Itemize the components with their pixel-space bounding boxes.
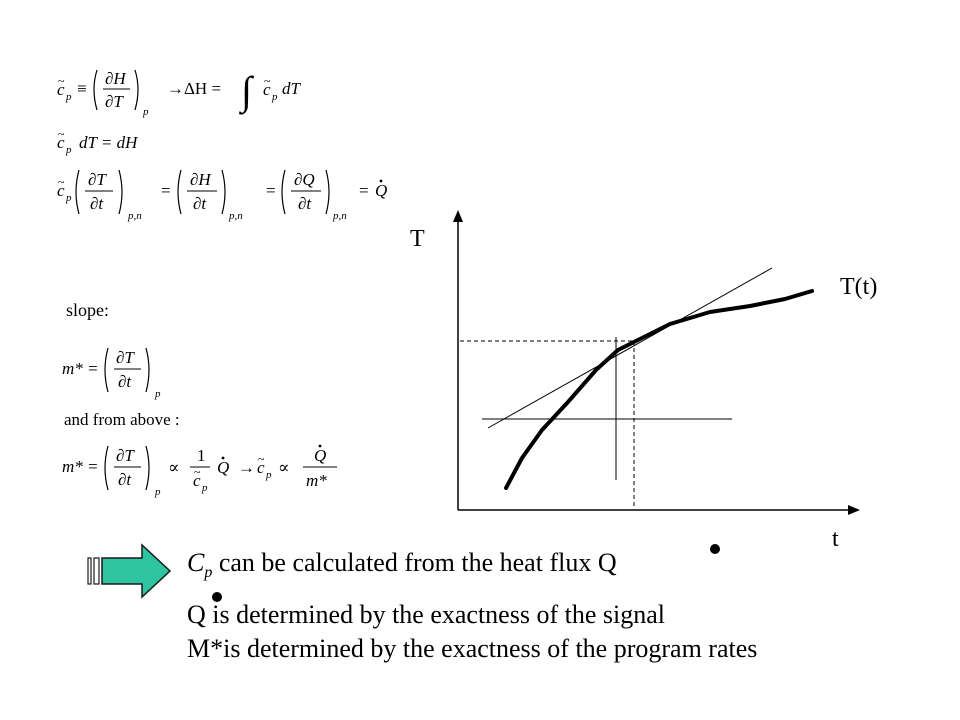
svg-text:∂Q: ∂Q (294, 170, 315, 189)
svg-text:∂T: ∂T (88, 170, 107, 189)
equation-cp-dT: c ~ p dT = dH (57, 128, 139, 156)
temperature-time-graph: T t T(t) (410, 210, 877, 552)
svg-text:∂t: ∂t (90, 194, 104, 213)
and-from-above-label: and from above : (64, 410, 180, 429)
svg-text:∂t: ∂t (118, 470, 132, 489)
svg-text:c: c (57, 133, 65, 152)
svg-text:p: p (271, 91, 278, 103)
svg-text:p: p (154, 486, 161, 498)
svg-text:p: p (65, 91, 72, 103)
slope-label: slope: (66, 300, 109, 320)
svg-text:dT = dH: dT = dH (79, 133, 139, 152)
svg-text:~: ~ (264, 74, 271, 88)
conclusion-line-1-text: can be calculated from the heat flux Q (212, 548, 617, 577)
svg-text:∝: ∝ (168, 458, 180, 477)
svg-text:∂t: ∂t (298, 194, 312, 213)
conclusion-line-2-text: is determined by the exactness of the si… (205, 600, 665, 629)
svg-text:c: c (57, 181, 65, 200)
svg-text:~: ~ (58, 128, 65, 141)
svg-text:c: c (257, 458, 265, 477)
right-arrow-icon (87, 543, 172, 599)
svg-text:=: = (161, 181, 171, 200)
svg-text:~: ~ (194, 465, 201, 479)
svg-text:Q: Q (314, 446, 326, 465)
equation-cp-definition: c ~ p ≡ ∂H ∂T p →ΔH = ∫ c ~ p dT (57, 68, 302, 118)
svg-text:∂T: ∂T (116, 446, 135, 465)
tangent-line (487, 267, 773, 429)
svg-text:∫: ∫ (238, 68, 255, 115)
svg-text:p: p (201, 482, 208, 494)
conclusion-line-1: Cp can be calculated from the heat flux … (187, 548, 617, 582)
svg-text:Q: Q (375, 181, 387, 200)
svg-text:p,n: p,n (332, 210, 347, 222)
svg-text:→: → (238, 458, 255, 477)
svg-text:m*: m* (306, 471, 327, 490)
svg-text:∂t: ∂t (193, 194, 207, 213)
svg-text:=: = (266, 181, 276, 200)
conclusion-line-2: Q is determined by the exactness of the … (187, 600, 665, 630)
x-axis-label: t (832, 526, 839, 552)
svg-text:~: ~ (258, 452, 265, 466)
q-dot-1 (710, 544, 720, 554)
conclusion-line-3: M*is determined by the exactness of the … (187, 634, 758, 663)
cp-symbol: C (187, 548, 205, 577)
equation-proportional: m* = ∂T ∂t p ∝ 1 c ~ p Q → c ~ p ∝ Q m* (62, 444, 337, 498)
svg-text:Q: Q (217, 458, 229, 477)
svg-text:p: p (265, 469, 272, 481)
svg-text:c: c (263, 80, 271, 99)
equation-m-star: m* = ∂T ∂t p (62, 347, 161, 400)
svg-text:1: 1 (197, 446, 206, 465)
svg-text:~: ~ (58, 74, 65, 88)
svg-text:p: p (142, 106, 149, 118)
q-dot-2 (212, 592, 222, 602)
eq1-cp: c (57, 80, 65, 99)
svg-text:∂H: ∂H (105, 69, 127, 88)
svg-text:p,n: p,n (228, 210, 243, 222)
svg-text:∂H: ∂H (190, 170, 212, 189)
svg-text:=: = (359, 181, 369, 200)
svg-text:c: c (193, 471, 201, 490)
curve-label: T(t) (840, 274, 877, 300)
svg-text:→ΔH =: →ΔH = (167, 79, 221, 98)
svg-text:∝: ∝ (278, 458, 290, 477)
svg-text:m* =: m* = (62, 457, 99, 476)
svg-text:∂t: ∂t (118, 372, 132, 391)
cp-subscript: p (204, 564, 213, 582)
svg-text:dT: dT (282, 79, 302, 98)
svg-text:p: p (65, 144, 72, 156)
q-symbol: Q (187, 600, 206, 629)
equation-rates: c ~ p ∂T ∂t p,n = ∂H ∂t p,n = ∂Q ∂t p,n … (57, 169, 387, 222)
y-axis-label: T (410, 226, 425, 252)
curve-T-of-t (504, 289, 814, 490)
svg-text:m* =: m* = (62, 359, 99, 378)
svg-text:p: p (154, 388, 161, 400)
svg-text:∂T: ∂T (116, 348, 135, 367)
svg-text:p,n: p,n (127, 210, 142, 222)
svg-text:∂T: ∂T (105, 92, 124, 111)
svg-text:≡: ≡ (77, 79, 87, 98)
svg-text:~: ~ (58, 175, 65, 189)
svg-text:p: p (65, 192, 72, 204)
